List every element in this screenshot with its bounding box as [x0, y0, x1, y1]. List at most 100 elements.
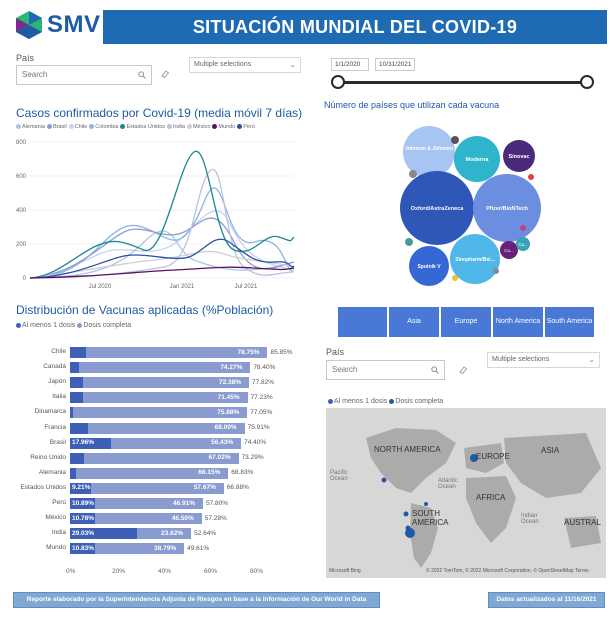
map-point-brazil[interactable] — [403, 511, 409, 517]
bar-total-label: 77.82% — [251, 378, 275, 386]
date-start-input[interactable]: 1/1/2020 — [331, 58, 369, 71]
bar-full-dose[interactable] — [70, 392, 248, 404]
bar-one-dose[interactable] — [70, 407, 73, 419]
bar-full-dose[interactable] — [70, 452, 239, 464]
bar-full-dose-label: 68.00% — [214, 424, 237, 431]
bar-one-dose[interactable] — [70, 422, 89, 434]
bar-one-dose[interactable] — [70, 362, 80, 374]
legend-label: Al menos 1 dosis — [334, 398, 388, 405]
date-end-input[interactable]: 10/31/2021 — [375, 58, 415, 71]
cases-line-chart: 800 600 400 200 0 Jul 2020 Jan 2021 Jul 2021 — [16, 140, 295, 290]
search-icon — [431, 366, 439, 374]
world-map[interactable]: NORTH AMERICA EUROPE ASIA AFRICA SOUTH A… — [326, 408, 606, 578]
bar-full-dose[interactable] — [70, 377, 249, 389]
series-line — [29, 266, 295, 279]
bar-one-dose[interactable] — [70, 528, 137, 540]
search-placeholder: Search — [22, 70, 48, 79]
shield-logo-icon — [16, 11, 42, 39]
map-point-peru-chile[interactable] — [405, 528, 415, 538]
bar-full-dose[interactable] — [70, 422, 245, 434]
bar-one-dose[interactable] — [70, 452, 85, 464]
region-dropdown[interactable]: Multiple selections ⌄ — [189, 57, 301, 73]
bar-full-dose[interactable] — [70, 498, 203, 509]
dropdown-value: Multiple selections — [194, 61, 252, 68]
data-updated-button[interactable]: Datos actualizados al 11/16/2021 — [488, 592, 605, 608]
x-tick-label: Jul 2020 — [89, 284, 112, 290]
bar-country-label: Brasil — [49, 438, 66, 446]
y-tick-label: 0 — [23, 276, 27, 282]
bar-one-dose[interactable] — [70, 347, 87, 358]
bar-full-dose[interactable] — [70, 543, 185, 555]
map-label-indian: Indian Ocean — [521, 513, 539, 525]
map-point-europe[interactable] — [470, 454, 478, 462]
bubble-label-astrazeneca: Oxford/AstraZeneca — [411, 206, 465, 212]
legend-swatch — [46, 124, 52, 130]
bar-total-label: 85.85% — [270, 348, 293, 356]
bar-full-dose[interactable] — [70, 437, 242, 449]
legend-swatch — [212, 124, 218, 130]
bar-full-dose-label: 75.88% — [217, 408, 240, 416]
bar-full-dose-label: 66.15% — [198, 469, 221, 477]
bar-one-dose[interactable] — [70, 482, 92, 494]
bar-full-dose-label: 38.79% — [154, 544, 177, 552]
bar-full-dose[interactable] — [70, 467, 229, 479]
south-america-shape — [410, 503, 438, 568]
bubble-label-moderna: Moderna — [466, 157, 490, 163]
bar-one-dose[interactable] — [70, 437, 112, 449]
bar-one-dose[interactable] — [70, 392, 84, 404]
bar-total-label: 57.80% — [205, 499, 228, 507]
bar-total-label: 75.91% — [247, 424, 270, 431]
bar-one-dose[interactable] — [70, 543, 95, 555]
legend-swatch — [16, 124, 21, 130]
date-slider-track[interactable] — [338, 81, 585, 84]
y-tick-label: 600 — [16, 174, 27, 180]
region-europe-button[interactable]: Europe — [441, 307, 492, 337]
bar-country-label: Estados Unidos — [20, 483, 66, 491]
country-search-input-2[interactable]: Search — [326, 360, 445, 380]
report-source-button[interactable]: Reporte elaborado por la Superintendenci… — [13, 592, 380, 608]
region-north-america-button[interactable]: North America — [493, 307, 544, 337]
bar-full-dose[interactable] — [70, 362, 251, 374]
bar-one-dose[interactable] — [70, 377, 83, 389]
bar-one-dose-label: 17.96% — [72, 439, 95, 447]
y-tick-label: 200 — [16, 242, 27, 248]
europe-shape — [464, 443, 504, 473]
bar-one-dose[interactable] — [70, 498, 96, 509]
series-line — [29, 238, 295, 279]
eraser-icon[interactable] — [161, 70, 169, 78]
bar-full-dose[interactable] — [70, 513, 202, 525]
map-label-south-america: SOUTH AMERICA — [412, 509, 449, 527]
bubble-moderna — [454, 136, 500, 182]
region-asia-button[interactable]: Asia — [389, 307, 440, 337]
bar-total-label: 57.28% — [204, 514, 227, 522]
map-point-small[interactable] — [424, 502, 428, 506]
map-point-usa[interactable] — [381, 477, 387, 483]
bar-full-dose[interactable] — [70, 482, 224, 494]
bar-one-dose[interactable] — [70, 467, 77, 479]
bar-one-dose-label: 10.78% — [72, 514, 95, 522]
vaccines-chart-title: Distribución de Vacunas aplicadas (%Pobl… — [16, 303, 274, 317]
series-line — [29, 151, 295, 279]
bar-one-dose[interactable] — [70, 513, 95, 525]
bar-full-dose[interactable] — [70, 347, 268, 358]
bar-full-dose-label: 56.43% — [211, 439, 234, 447]
legend-label: Brasil — [52, 124, 67, 130]
cases-chart-legend: Alemania Brasil Chile Colombia Estados Unido… — [14, 124, 255, 130]
bubble-astrazeneca — [400, 171, 474, 245]
date-slider-end-handle[interactable] — [580, 75, 594, 89]
bubble-pfizer — [473, 174, 541, 242]
legend-label: México — [192, 124, 211, 130]
map-point-small[interactable] — [405, 525, 411, 531]
country-search-input[interactable]: Search — [16, 65, 152, 85]
region-south-america-button[interactable]: South America — [545, 307, 595, 337]
region-all-button[interactable] — [338, 307, 388, 337]
bar-country-label: Dinamarca — [34, 408, 66, 416]
bubble-sputnik — [409, 246, 449, 286]
bar-full-dose[interactable] — [70, 407, 248, 419]
bar-one-dose-label: 10.89% — [72, 499, 95, 507]
legend-label: Dosis completa — [395, 398, 444, 405]
date-slider-start-handle[interactable] — [331, 75, 345, 89]
eraser-icon[interactable] — [459, 366, 467, 374]
bubble-label-pfizer: Pfizer/BioNTech — [486, 206, 528, 212]
country-dropdown[interactable]: Multiple selections ⌄ — [487, 352, 600, 368]
